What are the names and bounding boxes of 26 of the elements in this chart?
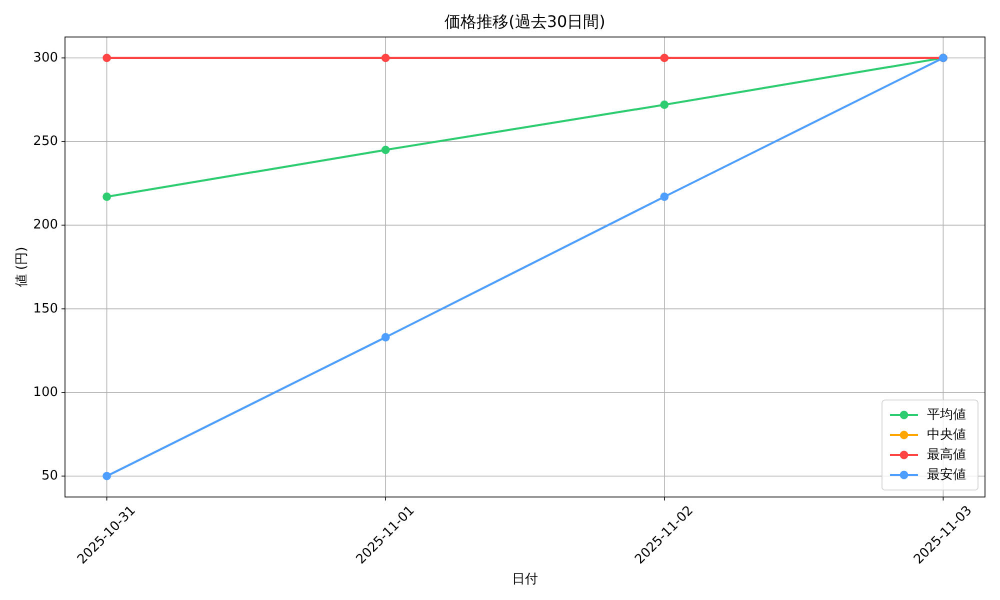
point: [102, 192, 112, 201]
legend-item: 中央値: [890, 428, 966, 442]
y-tick-label: 300: [33, 50, 58, 66]
x-axis-title: 日付: [512, 572, 538, 587]
y-tick-label: 150: [33, 301, 58, 316]
point: [660, 54, 669, 62]
y-tick-label: 100: [33, 384, 58, 400]
point: [660, 192, 669, 201]
chart-title: 価格推移(過去30日間): [444, 12, 606, 31]
legend-label: 平均値: [927, 408, 966, 422]
y-axis-title: 値 (円): [14, 246, 30, 288]
legend-item: 最安値: [890, 468, 966, 482]
legend-label: 中央値: [927, 428, 966, 442]
point: [381, 333, 390, 342]
point: [381, 54, 390, 62]
point: [102, 472, 112, 480]
legend-item: 平均値: [890, 408, 966, 422]
point: [381, 146, 390, 154]
point: [660, 100, 669, 109]
y-tick-label: 250: [33, 134, 58, 150]
legend-label: 最高値: [927, 446, 966, 462]
point: [102, 54, 112, 62]
y-tick-label: 200: [33, 218, 58, 233]
legend-label: 最安値: [927, 466, 966, 482]
y-tick-label: 50: [41, 468, 58, 484]
legend-item: 最高値: [890, 448, 966, 462]
